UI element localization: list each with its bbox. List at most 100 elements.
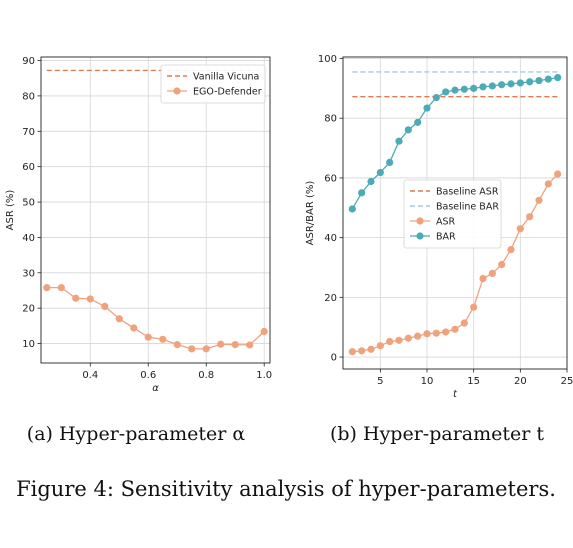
data-point [72,294,80,302]
y-tick-label: 80 [324,114,337,125]
x-tick-label: 1.0 [256,370,272,381]
data-point [376,342,384,350]
data-point [101,302,109,310]
legend: Vanilla Vicuna EGO-Defender [160,64,266,104]
data-point [367,345,375,353]
data-point [451,86,459,94]
y-axis-label: ASR/BAR (%) [305,181,316,246]
data-point [442,88,450,96]
legend-label: EGO-Defender [193,87,262,98]
chart-a: 0.4 0.6 0.8 1.0 10 20 30 40 50 60 70 80 90 α ASR (%) Va… [5,56,272,394]
data-point [535,196,543,204]
data-point [526,78,534,86]
data-point [488,269,496,278]
data-point [554,170,562,178]
data-point [516,225,524,233]
data-point [188,345,196,353]
data-point [414,118,422,126]
data-point [544,180,552,188]
legend-marker [416,232,424,240]
legend-label: BAR [436,232,456,243]
data-point [498,260,506,269]
y-tick-label: 60 [324,173,337,184]
data-point [217,340,225,348]
data-point [260,327,268,336]
y-tick-label: 40 [22,233,35,244]
y-tick-label: 40 [324,233,337,244]
data-point [451,325,459,333]
legend-box [403,179,502,249]
data-point [404,126,412,134]
data-point [376,168,384,177]
y-tick-label: 100 [318,54,337,65]
data-point [535,76,543,85]
plot-frame [342,56,568,370]
data-point [488,82,496,90]
data-point [57,284,65,292]
data-point [414,332,422,340]
y-tick-label: 20 [324,293,337,304]
data-point [144,333,152,341]
data-point [554,74,562,82]
x-tick-label: 25 [561,376,573,387]
x-axis-label: t [453,389,458,400]
data-point [246,341,254,349]
legend-label: Vanilla Vicuna [193,72,259,83]
legend-marker [416,217,424,225]
data-point [115,315,123,323]
x-tick-label: 0.6 [140,370,156,381]
x-tick-label: 0.8 [198,370,214,381]
data-point [358,347,366,355]
legend-label: Baseline BAR [436,202,499,213]
data-point [86,295,94,303]
data-point [507,245,515,254]
data-point [432,94,440,102]
y-axis-label: ASR (%) [5,190,16,231]
data-point [231,341,239,349]
subcaption-a: (a) Hyper-parameter α [27,423,246,445]
data-point [386,337,394,346]
data-point [423,104,431,112]
data-point [159,335,167,343]
x-tick-label: 10 [421,376,434,387]
data-point [423,330,431,338]
y-tick-label: 60 [22,162,35,173]
series-line-ego-defender [46,286,265,350]
data-point [460,319,468,327]
data-point [395,336,403,344]
y-tick-label: 10 [22,339,35,350]
figure-caption: Figure 4: Sensitivity analysis of hyper-… [16,477,556,501]
y-tick-label: 30 [22,268,35,279]
data-point [470,303,478,311]
data-point [358,189,366,197]
data-point [507,80,515,88]
data-point [395,137,403,145]
x-tick-label: 0.4 [82,370,98,381]
data-point [404,334,412,342]
data-point [479,83,487,91]
y-tick-label: 90 [22,56,35,67]
data-point [516,79,524,87]
legend: Baseline ASR Baseline BAR ASR BAR [403,179,502,249]
data-point [479,274,487,283]
data-point [460,85,468,93]
data-point [442,328,450,336]
data-point [386,158,394,166]
data-point [130,324,138,332]
data-point [43,284,51,292]
data-point [348,348,356,356]
legend-box [160,64,266,104]
y-tick-label: 70 [22,127,35,138]
legend-marker [173,87,181,95]
legend-label: ASR [436,217,456,228]
data-point [526,213,534,221]
x-axis-label: α [152,383,159,394]
subcaption-b: (b) Hyper-parameter t [330,423,544,445]
x-tick-label: 20 [514,376,527,387]
data-point [470,84,478,92]
y-tick-label: 20 [22,304,35,315]
legend-label: Baseline ASR [436,187,499,198]
data-point [498,81,506,89]
y-tick-label: 80 [22,91,35,102]
